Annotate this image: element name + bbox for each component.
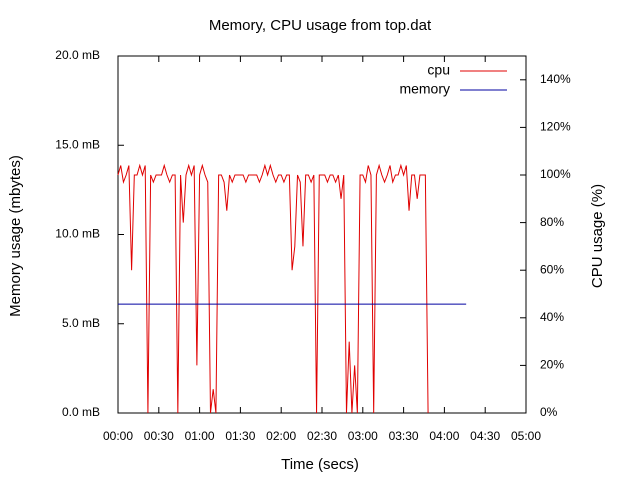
y-tick-label: 5.0 mB (62, 316, 100, 330)
x-tick-label: 01:30 (225, 429, 255, 443)
x-tick-label: 04:30 (470, 429, 500, 443)
y2-tick-label: 100% (540, 167, 571, 181)
y2-tick-label: 20% (540, 358, 564, 372)
x-tick-label: 03:00 (348, 429, 378, 443)
y2-tick-label: 40% (540, 310, 564, 324)
y2-tick-label: 120% (540, 120, 571, 134)
y2-tick-label: 0% (540, 405, 558, 419)
line-0 (117, 163, 429, 414)
y2-tick-label: 140% (540, 72, 571, 86)
y-tick-label: 15.0 mB (55, 137, 100, 151)
x-tick-label: 04:00 (429, 429, 459, 443)
x-tick-label: 02:00 (266, 429, 296, 443)
plot-border (117, 55, 527, 414)
x-tick-label: 01:00 (185, 429, 215, 443)
x-tick-label: 05:00 (511, 429, 541, 443)
y-tick-label: 0.0 mB (62, 405, 100, 419)
x-tick-label: 03:30 (389, 429, 419, 443)
y2-axis-label: CPU usage (%) (589, 184, 606, 288)
y2-tick-label: 60% (540, 262, 564, 276)
y-tick-label: 20.0 mB (55, 48, 100, 62)
y-tick-label: 10.0 mB (55, 227, 100, 241)
chart-title: Memory, CPU usage from top.dat (209, 17, 432, 34)
legend-label: memory (399, 81, 450, 97)
x-tick-label: 00:00 (103, 429, 133, 443)
x-axis-label: Time (secs) (281, 456, 359, 473)
legend-label: cpu (427, 62, 450, 78)
x-tick-label: 02:30 (307, 429, 337, 443)
x-tick-label: 00:30 (144, 429, 174, 443)
y2-tick-label: 80% (540, 215, 564, 229)
y-axis-label: Memory usage (mbytes) (7, 155, 24, 317)
